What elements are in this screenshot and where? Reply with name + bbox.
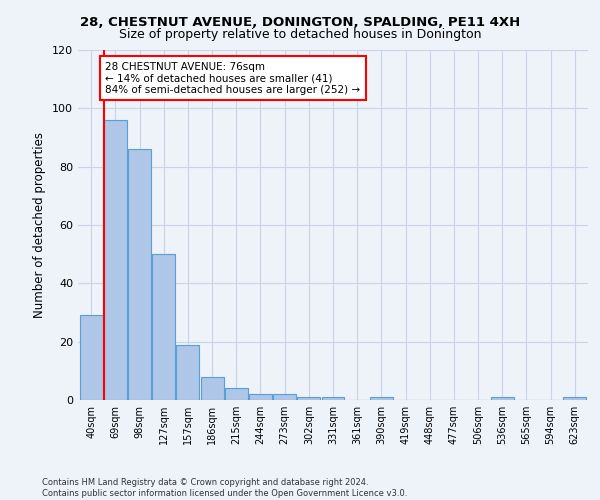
Bar [249, 394, 272, 400]
Bar [370, 397, 393, 400]
Bar [176, 344, 199, 400]
Bar [128, 149, 151, 400]
Text: 28 CHESTNUT AVENUE: 76sqm
← 14% of detached houses are smaller (41)
84% of semi-: 28 CHESTNUT AVENUE: 76sqm ← 14% of detac… [106, 62, 361, 95]
Bar [80, 316, 103, 400]
Bar [200, 376, 224, 400]
Bar [322, 397, 344, 400]
Bar [273, 394, 296, 400]
Bar [298, 397, 320, 400]
Text: 28, CHESTNUT AVENUE, DONINGTON, SPALDING, PE11 4XH: 28, CHESTNUT AVENUE, DONINGTON, SPALDING… [80, 16, 520, 29]
Text: Size of property relative to detached houses in Donington: Size of property relative to detached ho… [119, 28, 481, 41]
Bar [104, 120, 127, 400]
Bar [152, 254, 175, 400]
Bar [225, 388, 248, 400]
Bar [491, 397, 514, 400]
Text: Contains HM Land Registry data © Crown copyright and database right 2024.
Contai: Contains HM Land Registry data © Crown c… [42, 478, 407, 498]
Y-axis label: Number of detached properties: Number of detached properties [34, 132, 46, 318]
Bar [563, 397, 586, 400]
